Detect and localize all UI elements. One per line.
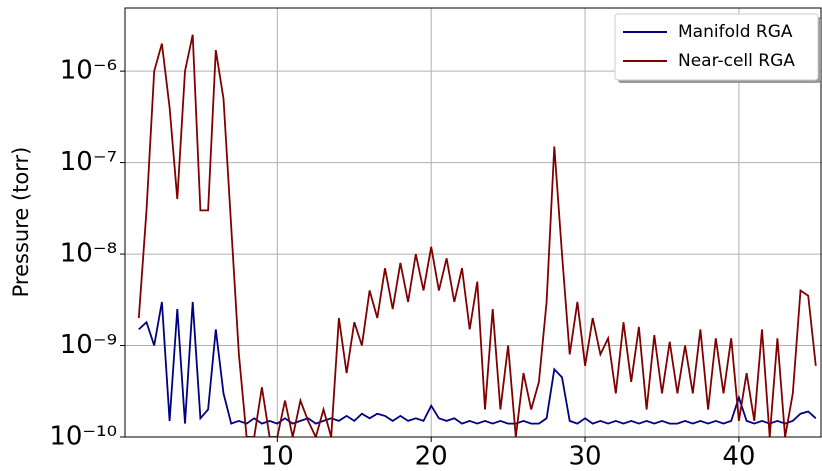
plot-frame [124, 7, 822, 438]
y-tick-label: 10⁻⁶ [60, 56, 117, 86]
legend: Manifold RGA Near-cell RGA [614, 13, 821, 83]
x-tick-label: 30 [569, 442, 602, 471]
data-line [137, 34, 817, 437]
data-line [138, 301, 817, 425]
y-tick-label: 10⁻⁹ [60, 330, 117, 360]
x-tick-label: 10 [261, 442, 294, 471]
legend-label: Manifold RGA [678, 22, 793, 42]
y-tick-label: 10⁻⁷ [60, 147, 117, 177]
plot-lines [137, 34, 817, 437]
x-tick-label: 20 [415, 442, 448, 471]
legend-box [614, 13, 819, 81]
x-tick-label: 40 [722, 442, 755, 471]
y-tick-label: 10⁻⁸ [60, 239, 117, 269]
y-tick-label: 10⁻¹⁰ [49, 422, 117, 452]
y-axis-label: Pressure (torr) [9, 147, 33, 298]
legend-label: Near-cell RGA [678, 51, 795, 71]
